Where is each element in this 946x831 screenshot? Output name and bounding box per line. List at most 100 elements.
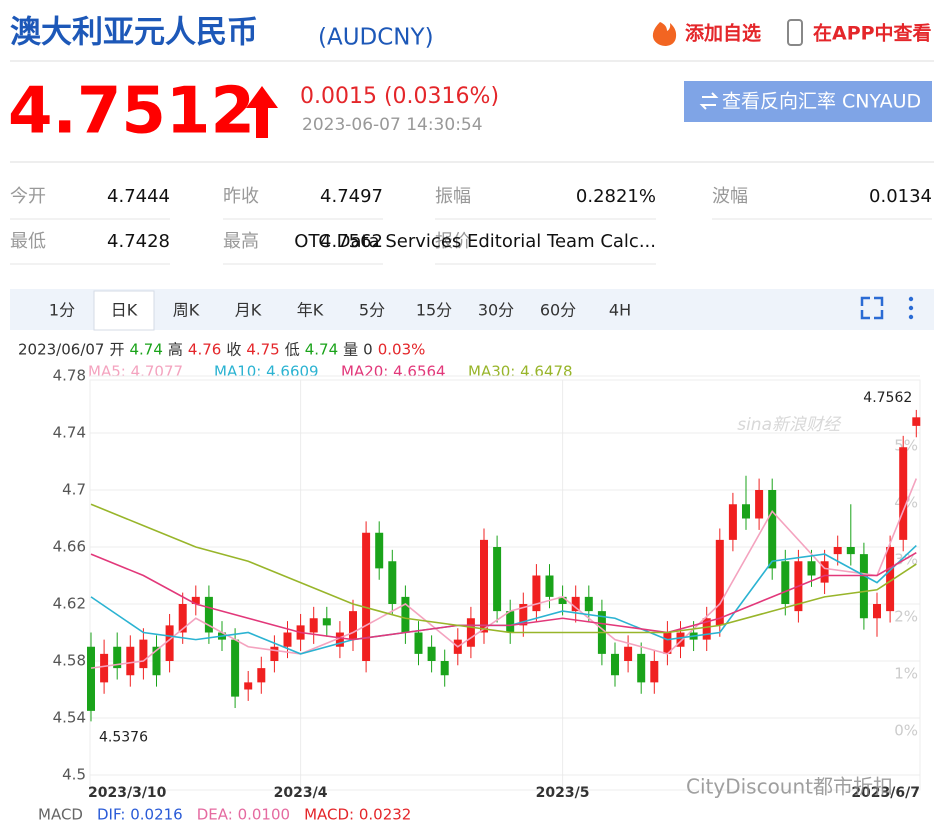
candle-body — [414, 632, 423, 654]
tab[interactable]: 周K — [173, 301, 200, 320]
candle-body — [650, 661, 659, 683]
title: 澳大利亚元人民币 — [10, 15, 258, 51]
candle-body — [702, 618, 711, 640]
tab[interactable]: 日K — [111, 301, 138, 320]
candle-body — [624, 646, 633, 661]
ma-line — [90, 544, 917, 655]
candle-body — [204, 596, 213, 633]
y2-tick-label: 2% — [894, 608, 918, 626]
candle-body — [401, 596, 410, 633]
candle-body — [663, 632, 672, 654]
watermark: CityDiscount都市折扣 — [686, 775, 893, 799]
stat-value: 4.7562 — [320, 231, 383, 252]
tab[interactable]: 5分 — [359, 301, 385, 320]
stat-value: 4.7497 — [320, 186, 383, 207]
candle-body — [139, 639, 148, 669]
y-tick-label: 4.7 — [62, 481, 86, 499]
candle-body — [545, 575, 554, 597]
summary-item: 0 — [363, 341, 373, 359]
candle-body — [807, 561, 816, 576]
y-tick-label: 4.78 — [53, 367, 86, 385]
candle-body — [335, 632, 344, 647]
tab[interactable]: 15分 — [416, 301, 452, 320]
tab[interactable]: 1分 — [49, 301, 75, 320]
candle-body — [283, 632, 292, 647]
candle-body — [466, 618, 475, 647]
candle-body — [165, 625, 174, 661]
candle-body — [820, 561, 829, 583]
tab[interactable]: 月K — [235, 301, 262, 320]
stat-label: 振幅 — [435, 186, 471, 207]
candle-body — [480, 539, 488, 633]
candle-body — [506, 611, 515, 633]
stat-value: 0.0134 — [869, 186, 932, 207]
candle-body — [558, 596, 567, 604]
flame-icon — [652, 22, 677, 46]
active-tab — [93, 290, 155, 331]
ma-line — [90, 552, 917, 641]
tab[interactable]: 4H — [609, 301, 631, 320]
candle-body — [611, 653, 619, 676]
y-tick-label: 4.66 — [53, 538, 86, 556]
stat-value: 4.7428 — [107, 231, 170, 252]
y2-tick-label: 0% — [894, 722, 918, 740]
candle-body — [270, 646, 279, 661]
candle-body — [755, 490, 764, 519]
candle-body — [152, 646, 161, 676]
candle-body — [362, 532, 371, 661]
y-tick-label: 4.58 — [53, 652, 86, 670]
candle-body — [728, 504, 737, 540]
candle-body — [257, 668, 266, 683]
y-tick-label: 4.5 — [62, 766, 86, 784]
more-icon[interactable] — [908, 296, 914, 320]
macd-item: MACD — [38, 806, 83, 824]
stat-label: 今开 — [10, 186, 46, 207]
candle-body — [899, 447, 908, 540]
summary-item: 4.76 — [188, 341, 221, 359]
candle-body — [113, 646, 122, 669]
reverse-button[interactable] — [684, 81, 932, 122]
y2-tick-label: 1% — [894, 665, 918, 683]
candle-body — [715, 539, 724, 626]
stat-label: 昨收 — [223, 186, 259, 207]
candle-body — [244, 682, 253, 690]
tab[interactable]: 年K — [297, 301, 324, 320]
candle-body — [859, 554, 868, 619]
ma-line — [90, 478, 918, 669]
candle-body — [886, 547, 895, 612]
max-label: 4.7562 — [863, 390, 912, 406]
reverse-label[interactable]: 查看反向汇率 CNYAUD — [722, 91, 921, 113]
chart: 2023/06/07 开 4.74 高 4.76 收 4.75 低 4.74 量 0 0.03% MA5… — [18, 341, 921, 824]
summary-item: 开 — [109, 341, 124, 359]
candle-body — [571, 596, 580, 612]
summary-item: 2023/06/07 — [18, 341, 104, 359]
candle-body — [126, 646, 135, 676]
candle-body — [781, 561, 790, 604]
candle-body — [912, 417, 921, 426]
tab[interactable]: 30分 — [478, 301, 514, 320]
summary-item: 收 — [226, 341, 241, 359]
candle-body — [742, 504, 750, 519]
candle-body — [768, 490, 777, 569]
macd-item: DIF: 0.0216 — [97, 806, 183, 824]
candle-body — [584, 596, 593, 612]
candle-body — [519, 604, 528, 626]
summary-item: 4.74 — [129, 341, 162, 359]
y-tick-label: 4.54 — [53, 709, 86, 727]
stat-label: 报价 — [435, 231, 471, 252]
tab[interactable]: 60分 — [540, 301, 576, 320]
add-watch[interactable]: 添加自选 — [685, 22, 761, 45]
up-arrow — [246, 86, 278, 138]
min-label: 4.5376 — [99, 729, 148, 745]
code: (AUDCNY) — [318, 25, 434, 51]
time: 2023-06-07 14:30:54 — [302, 115, 483, 135]
candle-body — [388, 561, 397, 604]
fullscreen-icon[interactable] — [860, 296, 884, 320]
stat-label: 最高 — [223, 231, 259, 252]
macd-item: DEA: 0.0100 — [197, 806, 290, 824]
summary-item: 4.74 — [305, 341, 338, 359]
change: 0.0015 (0.0316%) — [300, 84, 499, 109]
ma-line — [90, 503, 917, 634]
view-in-app[interactable]: 在APP中查看 — [813, 22, 932, 45]
